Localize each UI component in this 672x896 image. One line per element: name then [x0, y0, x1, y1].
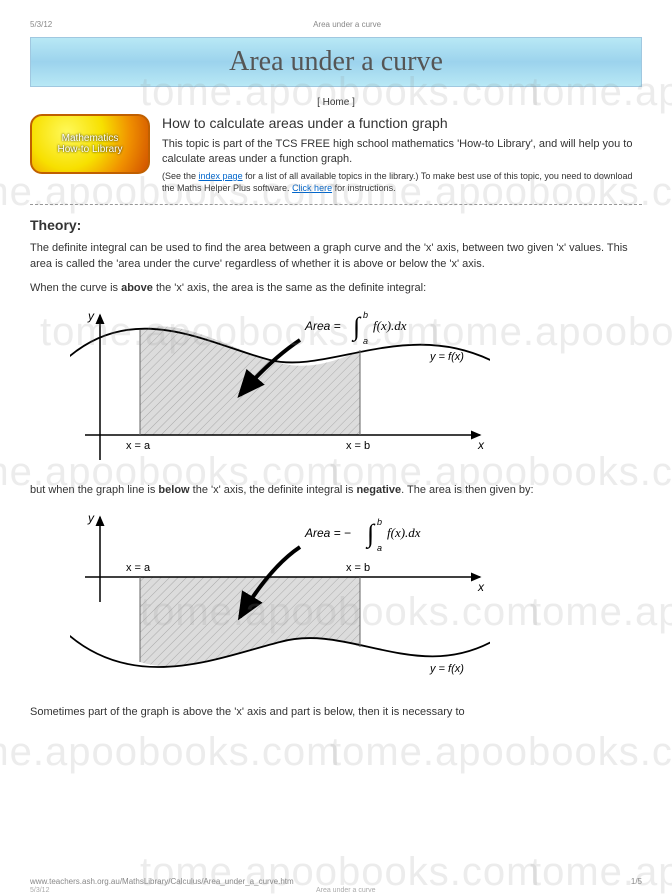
header-title: Area under a curve [313, 20, 381, 29]
header-meta: 5/3/12 Area under a curve [30, 20, 642, 29]
svg-text:y: y [87, 309, 95, 323]
footer-url: www.teachers.ash.org.au/MathsLibrary/Cal… [30, 877, 294, 886]
svg-text:f(x).dx: f(x).dx [387, 525, 421, 540]
library-badge: Mathematics How-to Library [30, 114, 150, 174]
index-link[interactable]: index page [199, 171, 243, 181]
divider [30, 204, 642, 205]
svg-text:a: a [363, 336, 368, 346]
theory-p3: but when the graph line is below the 'x'… [30, 483, 642, 499]
home-link[interactable]: [ Home ] [30, 97, 642, 108]
theory-heading: Theory: [30, 217, 642, 233]
chart-above-axis: y x x = a x = b y = f(x) Area = ∫b a f(x).dx [70, 305, 642, 475]
svg-text:x = a: x = a [126, 562, 151, 574]
svg-text:x: x [477, 580, 485, 594]
page-title: Area under a curve [30, 37, 642, 87]
intro-p2: (See the index page for a list of all av… [162, 170, 642, 194]
svg-text:a: a [377, 543, 382, 553]
svg-text:x = b: x = b [346, 440, 370, 452]
chart-below-axis: y x x = a x = b y = f(x) Area = − ∫b a f(x).dx [70, 507, 642, 697]
intro-heading: How to calculate areas under a function … [162, 114, 642, 133]
svg-text:Area =: Area = [304, 319, 341, 333]
intro-p1: This topic is part of the TCS FREE high … [162, 137, 642, 167]
svg-text:∫: ∫ [365, 519, 376, 549]
intro-block: Mathematics How-to Library How to calcul… [30, 114, 642, 194]
footer-page: 1/5 [631, 877, 642, 886]
svg-text:x: x [477, 438, 485, 452]
svg-text:x = b: x = b [346, 562, 370, 574]
badge-line2: How-to Library [57, 144, 122, 155]
badge-line1: Mathematics [62, 133, 119, 144]
svg-text:Area = −: Area = − [304, 526, 351, 540]
svg-text:x = a: x = a [126, 440, 151, 452]
svg-text:f(x).dx: f(x).dx [373, 318, 407, 333]
svg-text:b: b [377, 517, 382, 527]
download-link[interactable]: Click here [292, 183, 332, 193]
header-date: 5/3/12 [30, 20, 52, 29]
footer: www.teachers.ash.org.au/MathsLibrary/Cal… [30, 877, 642, 886]
bottom-meta: 5/3/12 Area under a curve [30, 887, 642, 894]
svg-text:b: b [363, 310, 368, 320]
intro-text: How to calculate areas under a function … [162, 114, 642, 194]
theory-p1: The definite integral can be used to fin… [30, 241, 642, 273]
svg-text:y = f(x): y = f(x) [429, 663, 464, 675]
svg-text:y = f(x): y = f(x) [429, 351, 464, 363]
theory-p2: When the curve is above the 'x' axis, th… [30, 281, 642, 297]
theory-p4: Sometimes part of the graph is above the… [30, 705, 642, 721]
svg-text:y: y [87, 511, 95, 525]
svg-text:∫: ∫ [351, 312, 362, 342]
